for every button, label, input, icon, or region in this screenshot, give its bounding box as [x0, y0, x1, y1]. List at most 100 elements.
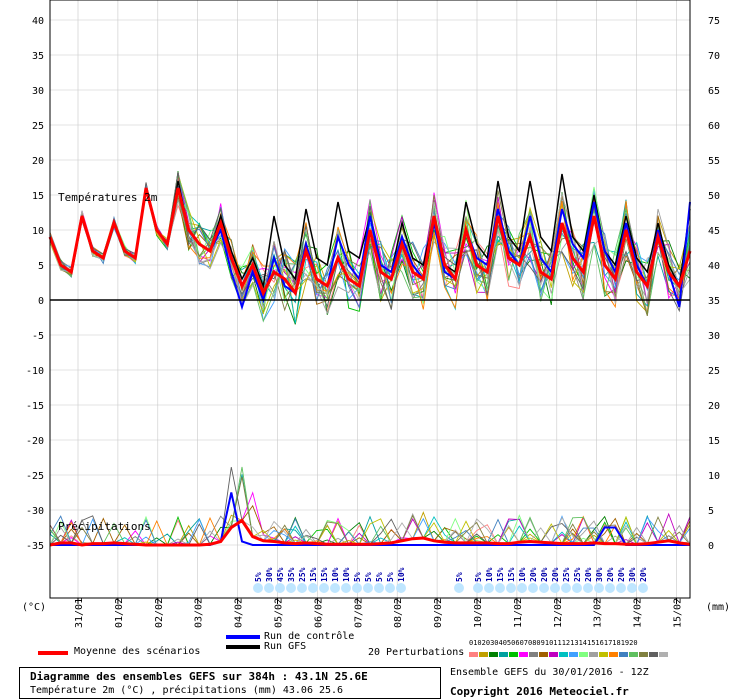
- perturbation-swatch: [529, 652, 538, 657]
- date-label: 15/02: [673, 598, 684, 628]
- perturbation-swatch: [589, 652, 598, 657]
- date-label: 02/02: [154, 598, 165, 628]
- perturbation-swatch: [579, 652, 588, 657]
- perturbation-swatch: [479, 652, 488, 657]
- probability-label: 5%: [364, 572, 373, 582]
- left-tick-label: -20: [26, 436, 44, 447]
- probability-label: 25%: [298, 567, 307, 582]
- left-tick-label: 35: [32, 51, 44, 62]
- probability-marker: [374, 583, 384, 593]
- probability-label: 20%: [639, 567, 648, 582]
- perturbation-swatch: [519, 652, 528, 657]
- perturbation-swatch: [499, 652, 508, 657]
- control-legend-label: Run de contrôle: [264, 631, 355, 642]
- probability-marker: [517, 583, 527, 593]
- perturbation-swatch: [599, 652, 608, 657]
- perturbation-swatch: [649, 652, 658, 657]
- right-tick-label: 20: [708, 401, 720, 412]
- probability-label: 20%: [606, 567, 615, 582]
- probability-label: 5%: [386, 572, 395, 582]
- probability-label: 15%: [507, 567, 516, 582]
- right-tick-label: 75: [708, 16, 720, 27]
- mean-legend-label: Moyenne des scénarios: [74, 646, 201, 657]
- probability-marker: [484, 583, 494, 593]
- date-label: 11/02: [513, 598, 524, 628]
- probability-label: 15%: [320, 567, 329, 582]
- left-tick-label: -35: [26, 541, 44, 552]
- probability-label: 20%: [529, 567, 538, 582]
- perturbation-numbers: 0102030405060708091011121314151617181920: [469, 639, 638, 647]
- probability-marker: [319, 583, 329, 593]
- left-tick-label: 40: [32, 16, 44, 27]
- right-tick-label: 50: [708, 191, 720, 202]
- probability-label: 30%: [265, 567, 274, 582]
- left-tick-label: 5: [38, 261, 44, 272]
- perturbation-swatch: [559, 652, 568, 657]
- right-unit-label: (mm): [706, 602, 730, 613]
- date-label: 13/02: [593, 598, 604, 628]
- probability-marker: [264, 583, 274, 593]
- probability-label: 10%: [342, 567, 351, 582]
- right-tick-label: 15: [708, 436, 720, 447]
- probability-marker: [594, 583, 604, 593]
- right-tick-label: 45: [708, 226, 720, 237]
- probability-marker: [330, 583, 340, 593]
- probability-label: 20%: [540, 567, 549, 582]
- perturbation-swatch: [549, 652, 558, 657]
- left-tick-label: -5: [32, 331, 44, 342]
- left-tick-label: 0: [38, 296, 44, 307]
- gfs-legend-swatch: [226, 645, 260, 649]
- precipitation-section-label: Précipitations: [58, 520, 151, 533]
- probability-marker: [616, 583, 626, 593]
- temperature-section-label: Températures 2m: [58, 191, 158, 204]
- probability-label: 15%: [309, 567, 318, 582]
- probability-label: 10%: [331, 567, 340, 582]
- right-tick-label: 70: [708, 51, 720, 62]
- control-legend-swatch: [226, 635, 260, 639]
- left-tick-label: 20: [32, 156, 44, 167]
- perturbation-swatches: [469, 649, 669, 660]
- probability-marker: [506, 583, 516, 593]
- left-tick-label: 30: [32, 86, 44, 97]
- right-tick-label: 55: [708, 156, 720, 167]
- probability-marker: [495, 583, 505, 593]
- probability-label: 10%: [397, 567, 406, 582]
- probability-marker: [253, 583, 263, 593]
- date-label: 01/02: [114, 598, 125, 628]
- date-label: 31/01: [74, 598, 85, 628]
- perturbation-swatch: [629, 652, 638, 657]
- right-tick-label: 0: [708, 541, 714, 552]
- probability-label: 20%: [584, 567, 593, 582]
- probability-labels: 5% 30% 45% 35% 25% 15% 15% 10% 10% 5% 5% 5% 5% 10% 5% 5…: [253, 567, 648, 593]
- left-unit-label: (°C): [22, 602, 46, 613]
- left-tick-label: -10: [26, 366, 44, 377]
- legend: Moyenne des scénarios Run de contrôle Ru…: [0, 630, 740, 700]
- probability-marker: [583, 583, 593, 593]
- probability-marker: [528, 583, 538, 593]
- probability-label: 5%: [375, 572, 384, 582]
- perturbations-legend-label: 20 Perturbations: [368, 647, 465, 658]
- plot-frame: [49, 0, 691, 599]
- date-label: 06/02: [313, 598, 324, 628]
- probability-marker: [308, 583, 318, 593]
- main-temperature-lines: [48, 173, 692, 311]
- perturbation-swatch: [609, 652, 618, 657]
- probability-marker: [396, 583, 406, 593]
- date-label: 07/02: [353, 598, 364, 628]
- perturbation-swatch: [489, 652, 498, 657]
- probability-label: 35%: [287, 567, 296, 582]
- ensemble-run-label: Ensemble GEFS du 30/01/2016 - 12Z: [450, 667, 649, 678]
- left-tick-label: -25: [26, 471, 44, 482]
- left-tick-label: 15: [32, 191, 44, 202]
- probability-marker: [605, 583, 615, 593]
- probability-label: 20%: [617, 567, 626, 582]
- left-tick-label: 25: [32, 121, 44, 132]
- main-precip-lines: [49, 492, 691, 547]
- probability-marker: [561, 583, 571, 593]
- left-tick-label: -30: [26, 506, 44, 517]
- date-label: 03/02: [194, 598, 205, 628]
- date-label: 12/02: [553, 598, 564, 628]
- probability-marker: [539, 583, 549, 593]
- copyright-label: Copyright 2016 Meteociel.fr: [450, 685, 629, 698]
